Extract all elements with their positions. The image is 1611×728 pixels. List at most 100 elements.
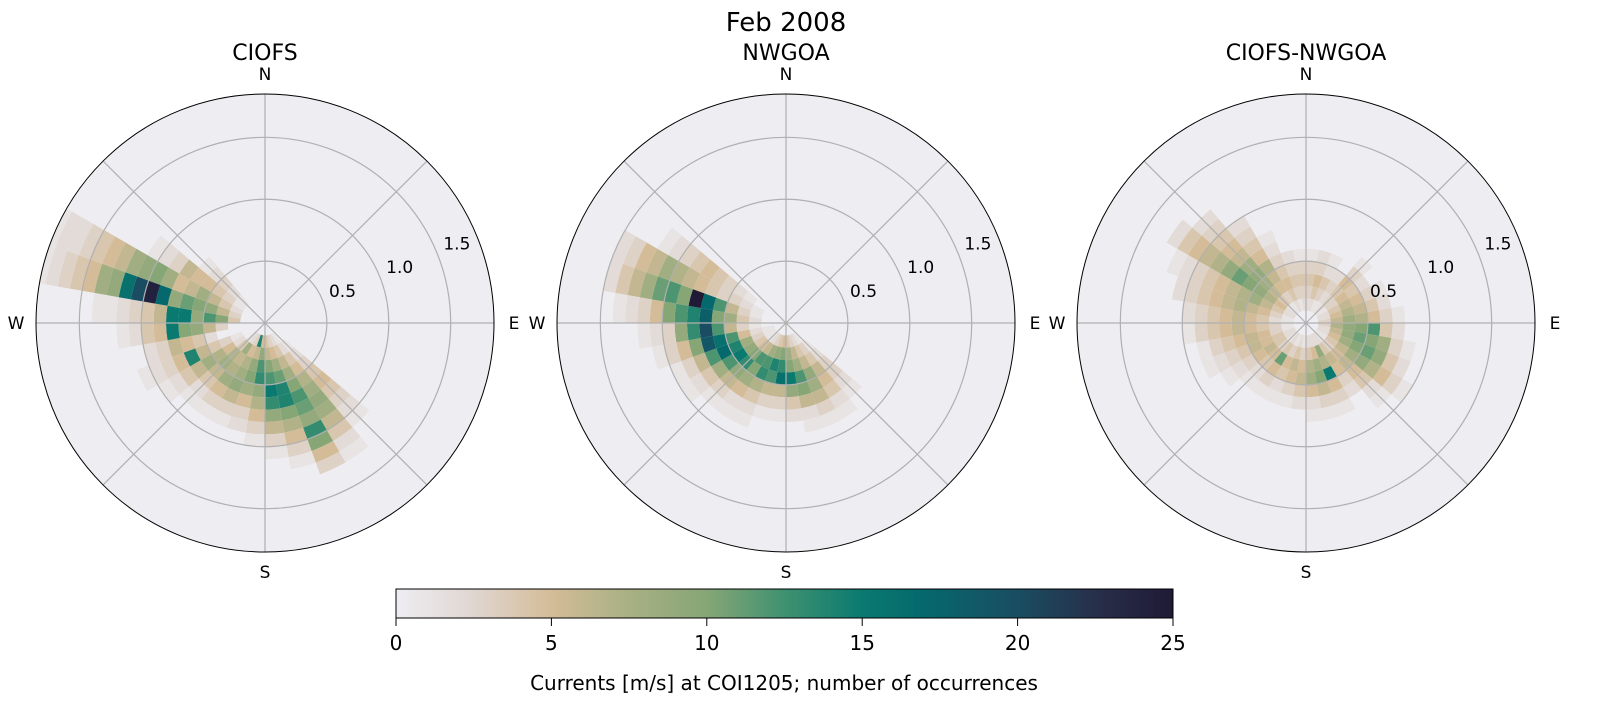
histogram-cell <box>231 404 250 421</box>
histogram-cell <box>249 396 265 410</box>
histogram-cell <box>215 323 229 332</box>
histogram-cell <box>662 301 677 323</box>
histogram-cell <box>751 331 765 342</box>
histogram-cell <box>1391 356 1411 379</box>
histogram-cell <box>230 304 244 315</box>
histogram-cell <box>167 289 184 308</box>
histogram-cell <box>204 331 219 345</box>
histogram-cell <box>692 352 711 373</box>
histogram-cell <box>1281 323 1294 328</box>
histogram-cell <box>1284 262 1298 277</box>
histogram-cell <box>1327 376 1344 393</box>
histogram-cell <box>286 376 303 393</box>
histogram-cell <box>681 267 701 290</box>
histogram-cell <box>1375 335 1392 353</box>
colorbar-tick-label: 0 <box>390 631 403 655</box>
histogram-cell <box>1219 307 1233 323</box>
histogram-cell <box>700 366 720 387</box>
histogram-cell <box>674 303 689 323</box>
histogram-cell <box>1220 335 1237 353</box>
histogram-cell <box>235 392 253 409</box>
histogram-cell <box>762 341 774 356</box>
histogram-cell <box>216 306 231 317</box>
histogram-cell <box>1276 392 1294 409</box>
histogram-cell <box>1268 253 1285 270</box>
histogram-cell <box>116 323 131 349</box>
histogram-cell <box>1316 249 1332 265</box>
histogram-cell <box>1301 335 1306 348</box>
histogram-cell <box>615 263 635 296</box>
histogram-cell <box>265 432 287 447</box>
histogram-cell <box>1340 306 1355 317</box>
histogram-cell <box>1312 274 1323 289</box>
histogram-cell <box>275 381 291 397</box>
histogram-cell <box>1234 226 1257 248</box>
r-tick-label: 1.5 <box>964 235 991 255</box>
histogram-cell <box>1274 351 1288 366</box>
histogram-cell <box>1196 284 1213 306</box>
histogram-cell <box>1318 276 1331 291</box>
histogram-cell <box>1308 298 1315 312</box>
histogram-cell <box>1220 366 1240 387</box>
polar-grid <box>557 94 1015 552</box>
histogram-cell <box>1348 339 1365 354</box>
histogram-cell <box>45 246 68 287</box>
histogram-cell <box>1224 279 1242 298</box>
angular-gridline <box>785 322 949 486</box>
r-tick-label: 1.0 <box>386 258 413 278</box>
histogram-cell <box>1306 248 1319 263</box>
histogram-cell <box>773 346 782 360</box>
histogram-cell <box>649 323 665 347</box>
histogram-cell <box>49 208 73 247</box>
histogram-cell <box>1281 355 1294 370</box>
histogram-cell <box>781 335 786 348</box>
colorbar-tick-label: 15 <box>849 631 874 655</box>
colorbar-ticks: 0 5 10 15 20 25 <box>390 618 1186 655</box>
compass-label-e: E <box>509 314 520 334</box>
histogram-cell <box>1284 369 1298 384</box>
histogram-cell <box>1178 254 1199 281</box>
histogram-cell <box>768 408 786 423</box>
histogram-cell <box>1372 366 1392 387</box>
histogram-cell <box>1324 351 1338 366</box>
histogram-cell <box>1318 392 1336 409</box>
histogram-cell <box>1364 333 1380 349</box>
histogram-cell <box>269 346 278 360</box>
histogram-cell <box>714 398 737 420</box>
histogram-cell <box>265 371 276 385</box>
compass-label-w: W <box>8 314 25 334</box>
histogram-cell <box>743 291 758 305</box>
histogram-cell <box>273 344 284 358</box>
histogram-cell <box>1219 323 1233 339</box>
polar-panel-ciofs: 0.5 1.0 1.5 N E S W CIOFS <box>8 41 520 583</box>
histogram-cell <box>1256 229 1277 248</box>
histogram-cell <box>165 323 180 341</box>
histogram-cell <box>1297 298 1304 312</box>
histogram-cell <box>775 371 786 385</box>
colorbar-tick-label: 25 <box>1160 631 1185 655</box>
histogram-cell <box>773 333 782 347</box>
histogram-cell <box>664 342 682 366</box>
histogram-cell <box>1290 301 1300 314</box>
histogram-cell <box>1269 310 1283 319</box>
histogram-cell <box>790 346 799 360</box>
histogram-cell <box>716 285 733 302</box>
histogram-cell <box>1297 334 1304 348</box>
histogram-cell <box>1256 314 1270 323</box>
histogram-cell <box>190 310 205 323</box>
histogram-cell <box>1375 293 1392 311</box>
histogram-cell <box>1166 219 1193 249</box>
histogram-cell <box>1342 323 1356 332</box>
angular-gridline <box>264 160 428 324</box>
histogram-cell <box>104 295 119 323</box>
histogram-cell <box>623 236 647 268</box>
histogram-cell <box>206 339 223 354</box>
histogram-cell <box>116 297 131 323</box>
colorbar: 0 5 10 15 20 25 Currents [m/s] at COI1205; nu… <box>390 588 1186 695</box>
histogram-cell <box>1295 371 1306 385</box>
histogram-cell <box>668 235 692 262</box>
angular-gridline <box>1305 322 1469 486</box>
histogram-cell <box>1310 346 1319 360</box>
histogram-cell <box>260 335 265 348</box>
histogram-cell <box>226 416 248 433</box>
